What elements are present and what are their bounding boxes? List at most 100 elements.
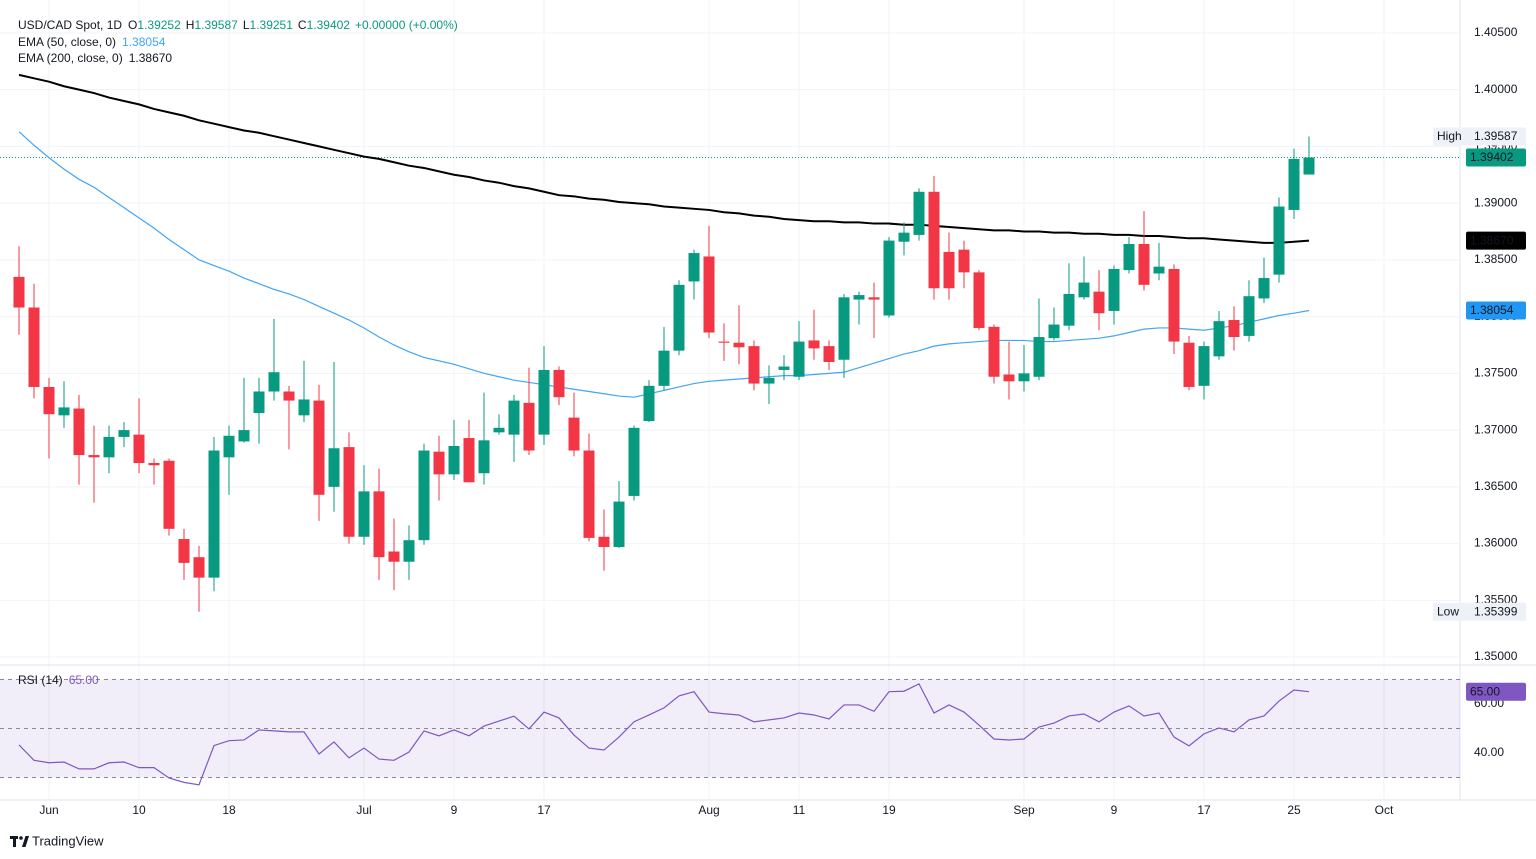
candle-body <box>73 408 85 456</box>
candle-body <box>238 430 250 442</box>
candle-body <box>1048 324 1060 339</box>
candle-body <box>763 377 775 384</box>
candle-body <box>88 455 100 458</box>
candle-body <box>208 450 220 578</box>
candle-body <box>1123 243 1135 271</box>
candle-body <box>793 341 805 377</box>
legend-series-name: EMA (50, close, 0) <box>18 35 116 49</box>
legend-line: EMA (50, close, 0) 1.38054 <box>18 35 166 49</box>
candle-body <box>778 366 790 370</box>
legend-series-name: EMA (200, close, 0) <box>18 51 123 65</box>
candle-body <box>178 539 190 563</box>
candle-body <box>268 372 280 392</box>
candle-body <box>493 427 505 433</box>
candle-body <box>748 346 760 384</box>
candle-body <box>58 407 70 416</box>
legend-line: EMA (200, close, 0) 1.38670 <box>18 51 172 65</box>
logo-part <box>13 836 16 847</box>
ema-tag: 1.38670 <box>1470 233 1514 247</box>
ema-line <box>18 131 1310 398</box>
y-tick-label: 1.35000 <box>1474 649 1518 663</box>
candle-body <box>1018 373 1030 382</box>
candle-body <box>148 463 160 466</box>
logo-part <box>22 836 29 847</box>
y-tick-label: 1.36500 <box>1474 479 1518 493</box>
legend-ohlc-value: 1.39252 <box>137 18 181 32</box>
candle-body <box>883 240 895 316</box>
candle-body <box>1003 374 1015 382</box>
candle-body <box>43 386 55 415</box>
candle-body <box>538 369 550 435</box>
candle-body <box>373 491 385 558</box>
legend-change: +0.00000 (+0.00%) <box>355 18 458 32</box>
candle-body <box>223 435 235 458</box>
extreme-tag-label: High <box>1437 129 1462 143</box>
candle-body <box>1078 282 1090 298</box>
x-tick-label: Aug <box>698 803 719 817</box>
candle-body <box>328 448 340 487</box>
x-tick-label: 17 <box>1197 803 1211 817</box>
candle-body <box>1063 293 1075 326</box>
candle-body <box>658 350 670 386</box>
candle-body <box>508 400 520 435</box>
candle-body <box>958 249 970 273</box>
rsi-line <box>18 683 1310 786</box>
candle-body <box>1108 268 1120 311</box>
extreme-tag-label: Low <box>1437 604 1459 618</box>
candle-body <box>568 417 580 451</box>
x-tick-label: 19 <box>882 803 896 817</box>
candle-body <box>733 342 745 348</box>
candle-body <box>13 276 25 308</box>
legend-ohlc-label: L <box>243 18 250 32</box>
rsi-tag-bg <box>1466 682 1526 701</box>
candle-body <box>1273 206 1285 275</box>
candle-body <box>1243 296 1255 336</box>
candle-body <box>1153 266 1165 274</box>
legend-symbol: USD/CAD Spot, 1D <box>18 18 122 32</box>
candle-body <box>283 391 295 401</box>
candle-body <box>553 369 565 398</box>
candle-body <box>718 341 730 343</box>
candle-body <box>523 402 535 451</box>
y-tick-label: 40.00 <box>1474 745 1504 759</box>
x-tick-label: Sep <box>1013 803 1035 817</box>
candle-body <box>463 438 475 483</box>
candle-body <box>1213 321 1225 357</box>
y-tick-label: 1.40500 <box>1474 25 1518 39</box>
candle-body <box>868 297 880 300</box>
candle-body <box>163 460 175 529</box>
candle-body <box>433 451 445 475</box>
candle-body <box>448 445 460 475</box>
legend-line: USD/CAD Spot, 1D O1.39252 H1.39587 L1.39251… <box>18 18 458 32</box>
logo-part <box>19 836 23 840</box>
legend-series-value: 1.38670 <box>129 51 173 65</box>
legend-ohlc-label: H <box>186 18 195 32</box>
legend-ohlc-value: 1.39402 <box>307 18 351 32</box>
candle-body <box>133 434 145 464</box>
candle-body <box>808 340 820 349</box>
extreme-tag-bg <box>1433 127 1526 146</box>
candle-body <box>643 385 655 422</box>
last-price-tag: 1.39402 <box>1470 150 1514 164</box>
candle-body <box>118 430 130 437</box>
tradingview-logo <box>10 836 29 847</box>
rsi-tag: 65.00 <box>1470 684 1500 698</box>
candle-body <box>28 307 40 387</box>
x-tick-label: Jul <box>356 803 371 817</box>
candle-body <box>1093 291 1105 314</box>
candle-body <box>103 436 115 458</box>
x-tick-label: 11 <box>793 803 806 817</box>
x-tick-label: Oct <box>1375 803 1394 817</box>
candle-body <box>928 191 940 289</box>
candle-body <box>418 450 430 541</box>
brand-name: TradingView <box>32 833 104 848</box>
candle-body <box>298 399 310 416</box>
x-tick-label: 9 <box>451 803 458 817</box>
x-tick-label: 9 <box>1111 803 1118 817</box>
candle-body <box>1288 158 1300 210</box>
candle-body <box>823 346 835 363</box>
legend-series-value: 65.00 <box>69 673 99 687</box>
y-tick-label: 1.39000 <box>1474 195 1518 209</box>
candle-body <box>1138 243 1150 285</box>
